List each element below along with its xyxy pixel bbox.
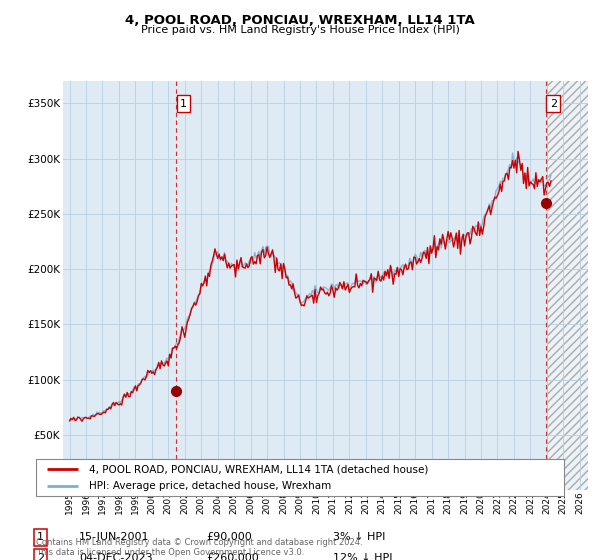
Text: £90,000: £90,000 [206, 532, 252, 542]
Bar [547, 61, 588, 490]
Bar [547, 61, 588, 490]
Text: 3% ↓ HPI: 3% ↓ HPI [333, 532, 385, 542]
Text: 4, POOL ROAD, PONCIAU, WREXHAM, LL14 1TA (detached house): 4, POOL ROAD, PONCIAU, WREXHAM, LL14 1TA… [89, 464, 428, 474]
Text: 1: 1 [37, 532, 44, 542]
Text: 4, POOL ROAD, PONCIAU, WREXHAM, LL14 1TA: 4, POOL ROAD, PONCIAU, WREXHAM, LL14 1TA [125, 14, 475, 27]
Text: 2: 2 [37, 553, 44, 560]
FancyBboxPatch shape [36, 459, 564, 496]
Text: 2: 2 [550, 99, 557, 109]
Text: 04-DEC-2023: 04-DEC-2023 [79, 553, 153, 560]
Text: Price paid vs. HM Land Registry's House Price Index (HPI): Price paid vs. HM Land Registry's House … [140, 25, 460, 35]
Text: HPI: Average price, detached house, Wrexham: HPI: Average price, detached house, Wrex… [89, 481, 331, 491]
Text: £260,000: £260,000 [206, 553, 259, 560]
Text: 1: 1 [180, 99, 187, 109]
Text: Contains HM Land Registry data © Crown copyright and database right 2024.
This d: Contains HM Land Registry data © Crown c… [36, 538, 362, 557]
Text: 15-JUN-2001: 15-JUN-2001 [79, 532, 150, 542]
Text: 12% ↓ HPI: 12% ↓ HPI [333, 553, 392, 560]
